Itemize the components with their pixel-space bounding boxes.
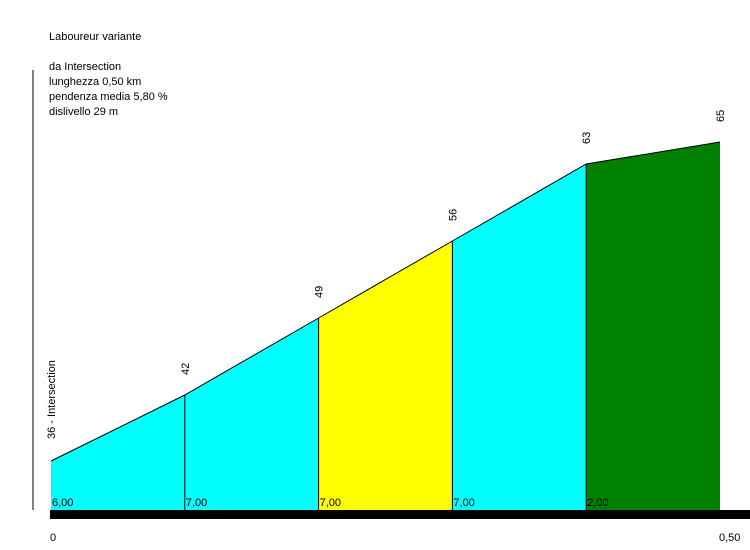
segment-grade-label: 2,00 <box>587 497 608 509</box>
distance-axis-bar <box>50 510 750 519</box>
elevation-label: 65 <box>715 110 727 122</box>
average-grade-text: pendenza media 5,80 % <box>49 91 168 103</box>
profile-segment <box>51 395 185 510</box>
elevation-label: 49 <box>314 286 326 298</box>
elevation-label: 42 <box>180 363 192 375</box>
segment-grade-label: 7,00 <box>320 497 341 509</box>
start-point-text: da Intersection <box>49 61 122 73</box>
length-text: lunghezza 0,50 km <box>49 76 142 88</box>
x-axis-label-start: 0 <box>50 532 56 544</box>
profile-segment <box>184 318 319 510</box>
start-elevation-label: 36 - Intersection <box>46 360 58 439</box>
profile-segment <box>586 142 720 510</box>
segment-grade-label: 7,00 <box>453 497 474 509</box>
profile-line <box>50 141 721 462</box>
elevation-label: 63 <box>581 132 593 144</box>
segment-grade-label: 7,00 <box>186 497 207 509</box>
profile-segment <box>452 164 587 510</box>
profile-title: Laboureur variante <box>49 31 142 43</box>
elevation-label: 56 <box>447 209 459 221</box>
x-axis-label-end: 0,50 <box>719 532 740 544</box>
profile-segment <box>318 241 453 510</box>
segment-grade-label: 6,00 <box>52 497 73 509</box>
elevation-gain-text: dislivello 29 m <box>49 106 119 118</box>
